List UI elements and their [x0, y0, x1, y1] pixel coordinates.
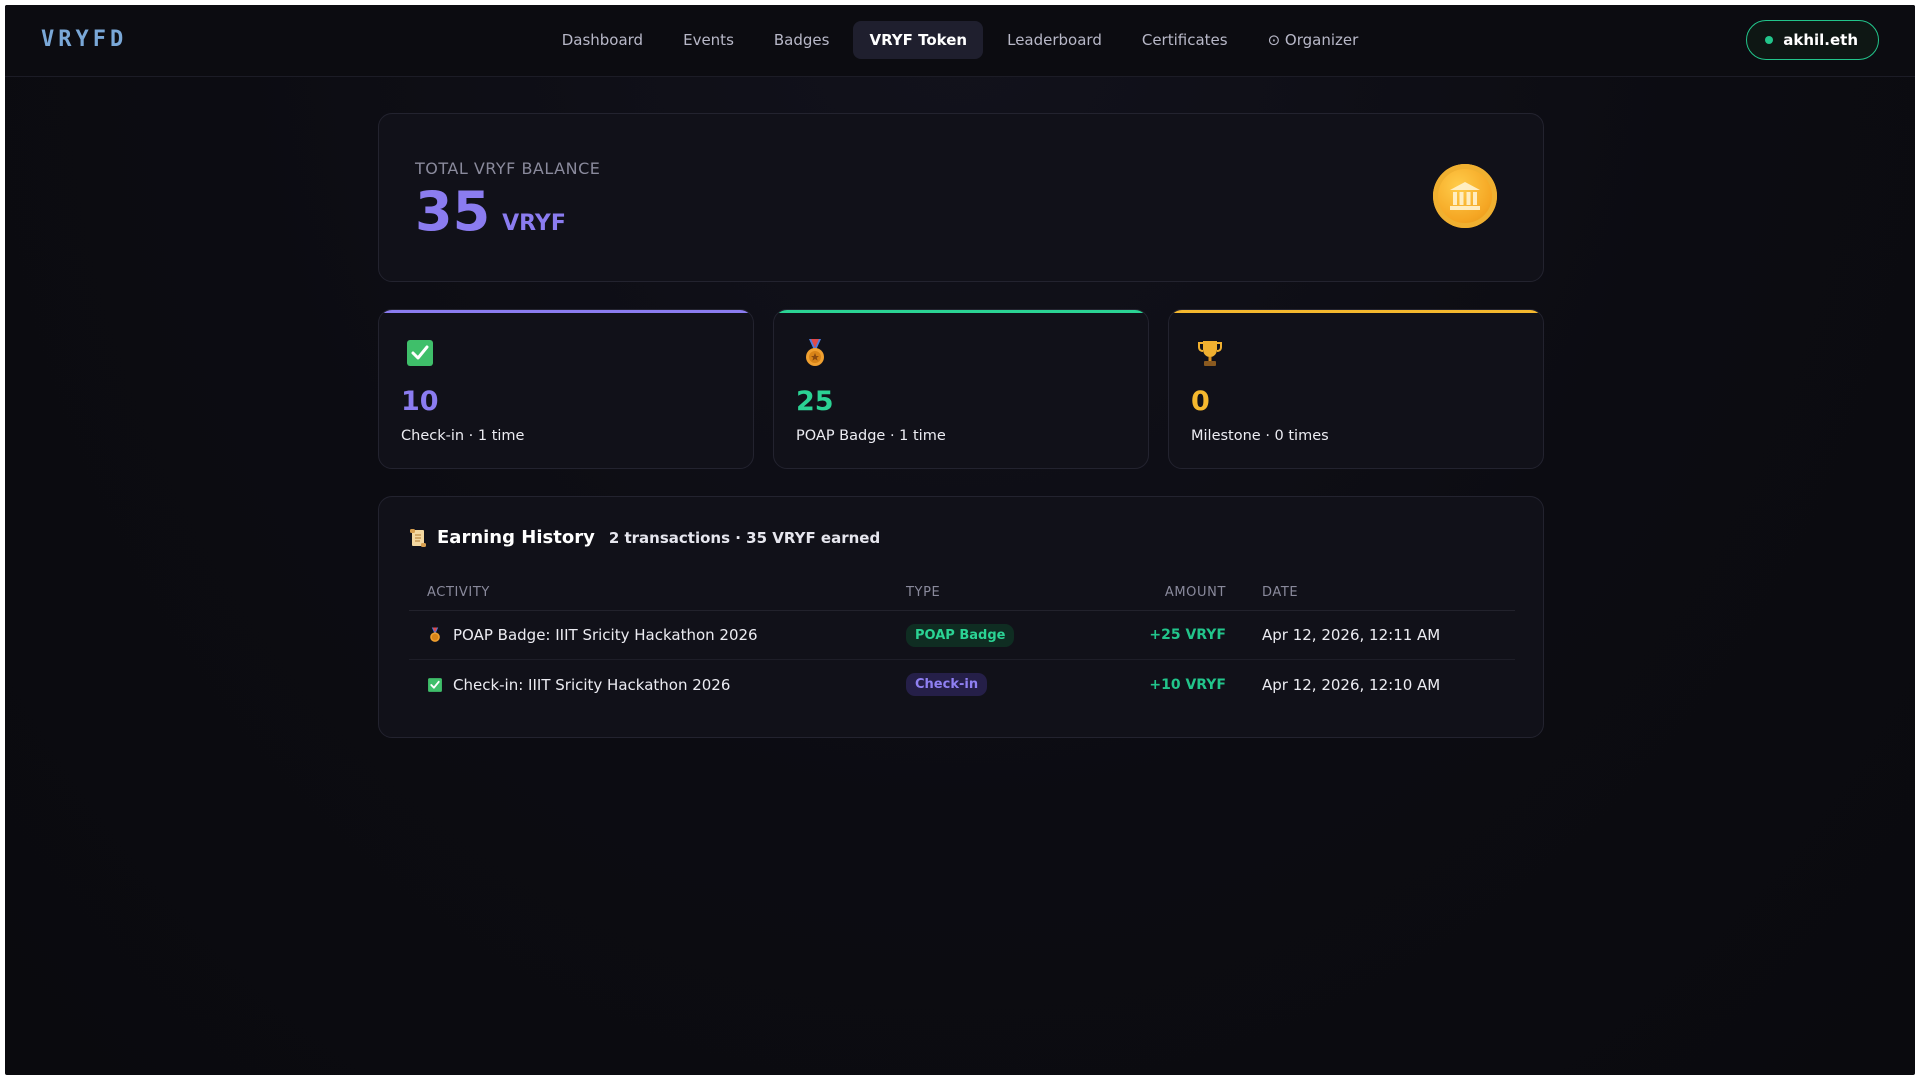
app-logo[interactable]: VRYFD [41, 27, 128, 52]
nav-organizer[interactable]: ⊙ Organizer [1267, 31, 1359, 49]
nav-badges[interactable]: Badges [773, 31, 830, 49]
activity-text: POAP Badge: IIIT Sricity Hackathon 2026 [453, 626, 758, 644]
medal-icon [430, 627, 440, 642]
table-row[interactable]: Check-in: IIIT Sricity Hackathon 2026 Ch… [409, 660, 1515, 709]
type-badge: POAP Badge [906, 623, 1015, 647]
type-badge: Check-in [906, 673, 988, 696]
stat-accent-bar [774, 310, 1148, 313]
stat-label-milestone: Milestone · 0 times [1191, 428, 1329, 444]
stat-label-checkin: Check-in · 1 time [401, 428, 525, 444]
activity-text: Check-in: IIIT Sricity Hackathon 2026 [453, 675, 731, 694]
type-cell: Check-in [906, 673, 1128, 696]
balance-card: TOTAL VRYF BALANCE 35 VRYF [378, 113, 1544, 282]
app-window: VRYFD Dashboard Events Badges VRYF Token… [5, 5, 1915, 1075]
bank-coin-icon [1433, 164, 1497, 228]
history-title: Earning History [437, 527, 595, 548]
date-cell: Apr 12, 2026, 12:10 AM [1262, 675, 1441, 694]
stat-accent-bar [379, 310, 753, 313]
column-header-date: DATE [1262, 585, 1299, 600]
check-box-icon [407, 340, 433, 366]
wallet-name: akhil.eth [1783, 31, 1858, 49]
scroll-icon [410, 528, 426, 547]
wallet-button[interactable]: akhil.eth [1746, 20, 1879, 60]
trophy-icon [1198, 341, 1222, 366]
column-header-amount: AMOUNT [1164, 585, 1226, 600]
stat-card-milestone: 0 Milestone · 0 times [1168, 309, 1544, 469]
activity-cell: Check-in: IIIT Sricity Hackathon 2026 [409, 676, 906, 694]
balance-label: TOTAL VRYF BALANCE [415, 159, 601, 178]
nav-certificates[interactable]: Certificates [1141, 31, 1228, 49]
nav-leaderboard[interactable]: Leaderboard [1007, 31, 1102, 49]
nav-dashboard[interactable]: Dashboard [561, 31, 644, 49]
history-summary: 2 transactions · 35 VRYF earned [608, 528, 881, 547]
nav-vryf-token[interactable]: VRYF Token [853, 21, 984, 59]
table-row[interactable]: POAP Badge: IIIT Sricity Hackathon 2026 … [409, 611, 1515, 660]
top-navbar: VRYFD Dashboard Events Badges VRYF Token… [5, 5, 1915, 77]
stats-row: 10 Check-in · 1 time 25 POAP Badge · 1 t… [378, 309, 1544, 469]
main-content: TOTAL VRYF BALANCE 35 VRYF [378, 113, 1544, 738]
main-nav: Dashboard Events Badges VRYF Token Leade… [5, 21, 1915, 59]
check-box-icon [428, 677, 442, 692]
activity-cell: POAP Badge: IIIT Sricity Hackathon 2026 [409, 626, 906, 644]
stat-value-milestone: 0 [1191, 386, 1210, 417]
history-header: Earning History 2 transactions · 35 VRYF… [409, 527, 880, 548]
amount-cell: +25 VRYF [1149, 627, 1226, 643]
balance-unit: VRYF [502, 211, 566, 236]
stat-card-checkin: 10 Check-in · 1 time [378, 309, 754, 469]
earning-history-table: ACTIVITY TYPE AMOUNT DATE POAP Badge: II… [409, 575, 1515, 709]
type-cell: POAP Badge [906, 623, 1128, 647]
stat-label-poap: POAP Badge · 1 time [796, 428, 946, 444]
nav-events[interactable]: Events [683, 31, 734, 49]
date-cell: Apr 12, 2026, 12:11 AM [1262, 626, 1441, 644]
stat-value-poap: 25 [796, 386, 834, 417]
connected-status-dot [1765, 36, 1774, 44]
column-header-activity: ACTIVITY [427, 585, 490, 600]
stat-accent-bar [1169, 310, 1543, 313]
amount-cell: +10 VRYF [1149, 676, 1226, 693]
column-header-type: TYPE [906, 585, 941, 600]
earning-history-card: Earning History 2 transactions · 35 VRYF… [378, 496, 1544, 738]
balance-amount: 35 [415, 180, 491, 243]
balance-value-row: 35 VRYF [415, 180, 566, 243]
table-header: ACTIVITY TYPE AMOUNT DATE [409, 575, 1515, 611]
stat-card-poap: 25 POAP Badge · 1 time [773, 309, 1149, 469]
stat-value-checkin: 10 [401, 386, 439, 417]
medal-icon [806, 339, 824, 366]
